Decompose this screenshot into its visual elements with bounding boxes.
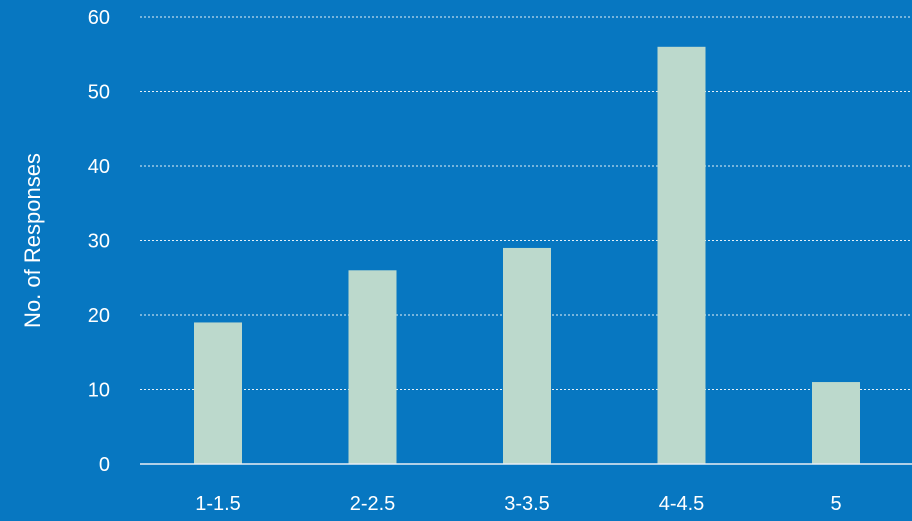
x-tick-label: 1-1.5 bbox=[195, 493, 241, 515]
y-tick-label: 30 bbox=[88, 231, 110, 253]
bars bbox=[194, 46, 860, 465]
y-tick-label: 20 bbox=[88, 305, 110, 327]
bar-1-1.5 bbox=[194, 322, 242, 464]
y-tick-labels: 0 10 20 30 40 50 60 bbox=[88, 7, 110, 476]
bar-2-2.5 bbox=[348, 270, 397, 464]
y-tick-label: 10 bbox=[88, 380, 110, 402]
bar-5 bbox=[812, 382, 860, 464]
y-tick-label: 50 bbox=[88, 82, 110, 104]
x-tick-label: 5 bbox=[830, 493, 841, 515]
y-tick-label: 60 bbox=[88, 7, 110, 29]
y-axis-title: No. of Responses bbox=[20, 153, 45, 328]
x-tick-labels: 1-1.5 2-2.5 3-3.5 4-4.5 5 bbox=[195, 493, 841, 515]
bar-3-3.5 bbox=[503, 247, 551, 464]
x-tick-label: 3-3.5 bbox=[504, 493, 550, 515]
x-tick-label: 4-4.5 bbox=[659, 493, 705, 515]
bar-4-4.5 bbox=[657, 46, 706, 465]
x-tick-label: 2-2.5 bbox=[350, 493, 396, 515]
y-tick-label: 0 bbox=[99, 454, 110, 476]
y-tick-label: 40 bbox=[88, 156, 110, 178]
